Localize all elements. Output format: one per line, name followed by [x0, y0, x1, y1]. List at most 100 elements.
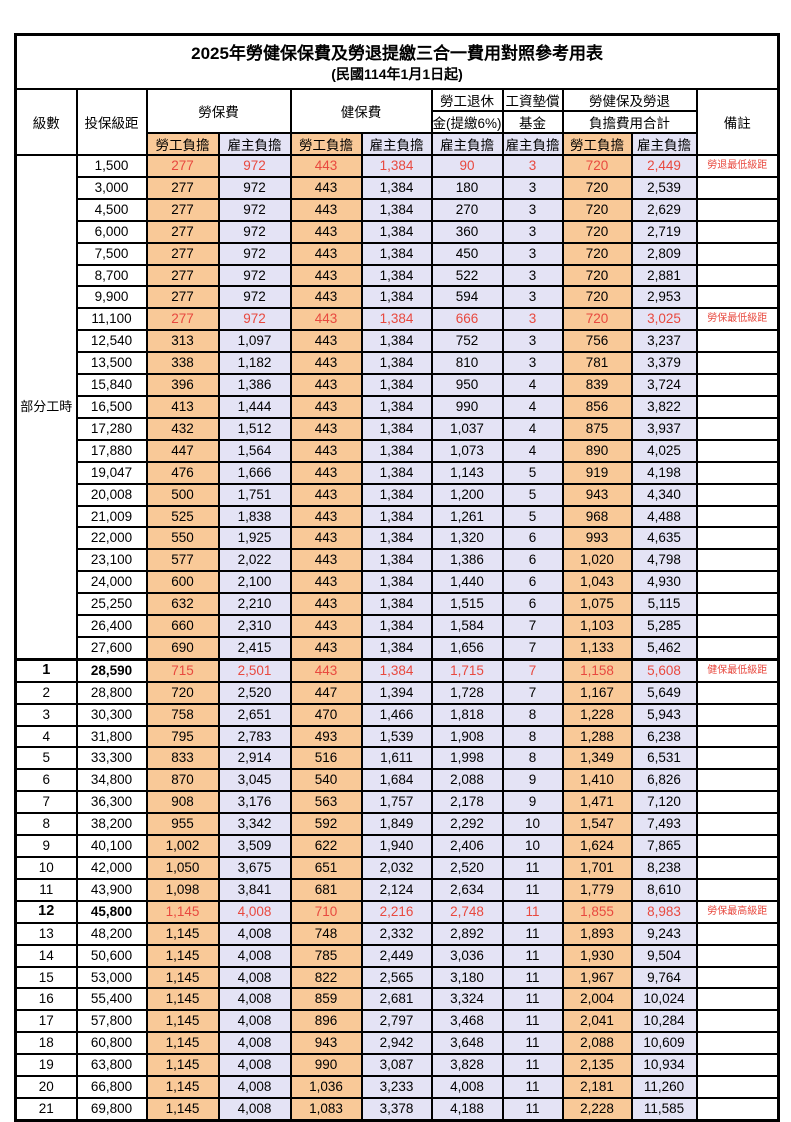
level-cell: 18	[14, 1031, 78, 1056]
table-row: 6 34,800 870 3,045 540 1,684 2,088 9 1,410 6,826	[14, 768, 780, 793]
value-cell: 3	[501, 219, 564, 244]
value-cell: 1,145	[145, 1009, 220, 1034]
col-header-pension-line1: 勞工退休	[430, 88, 504, 112]
note-cell	[695, 570, 780, 595]
value-cell: 443	[289, 482, 363, 507]
value-cell: 660	[145, 614, 220, 638]
value-cell: 5	[501, 460, 564, 485]
bracket-cell: 17,280	[75, 416, 148, 441]
value-cell: 972	[217, 307, 292, 332]
note-cell	[695, 394, 780, 419]
note-cell	[695, 504, 780, 529]
note-cell	[695, 724, 780, 749]
note-cell	[695, 416, 780, 441]
table-row: 5 33,300 833 2,914 516 1,611 1,998 8 1,349 6,531	[14, 746, 780, 771]
value-cell: 1,043	[561, 570, 633, 595]
value-cell: 1,849	[360, 812, 433, 837]
value-cell: 4,930	[630, 570, 698, 595]
value-cell: 3,822	[630, 394, 698, 419]
table-row: 22,000 550 1,925 443 1,384 1,320 6 993 4,635	[16, 526, 780, 551]
table-row: 21,009 525 1,838 443 1,384 1,261 5 968 4,488	[16, 504, 780, 529]
table-row: 11,100 277 972 443 1,384 666 3 720 3,025 勞保最低級距	[16, 307, 780, 332]
value-cell: 592	[289, 812, 363, 837]
value-cell: 443	[289, 154, 363, 178]
col-header-pension-line2: 金(提繳6%)	[430, 110, 504, 134]
bracket-cell: 28,800	[75, 680, 148, 705]
table-row: 17,880 447 1,564 443 1,384 1,073 4 890 4,025	[16, 438, 780, 463]
value-cell: 4,198	[630, 460, 698, 485]
value-cell: 2,914	[217, 746, 292, 771]
value-cell: 3	[501, 263, 564, 288]
value-cell: 1,512	[217, 416, 292, 441]
value-cell: 5	[501, 482, 564, 507]
value-cell: 443	[289, 438, 363, 463]
value-cell: 4,488	[630, 504, 698, 529]
value-cell: 8	[501, 702, 564, 727]
value-cell: 447	[145, 438, 220, 463]
bracket-cell: 69,800	[75, 1096, 148, 1122]
value-cell: 2,100	[217, 570, 292, 595]
col-header-bracket: 投保級距	[75, 88, 148, 156]
note-cell	[695, 175, 780, 200]
value-cell: 4,008	[217, 921, 292, 946]
value-cell: 270	[430, 197, 504, 222]
col-header-labor-insurance: 勞保費	[145, 88, 292, 134]
note-cell	[695, 614, 780, 638]
value-cell: 443	[289, 285, 363, 310]
note-cell	[695, 438, 780, 463]
value-cell: 11	[501, 921, 564, 946]
level-cell: 19	[14, 1053, 78, 1078]
table-row: 7,500 277 972 443 1,384 450 3 720 2,809	[16, 241, 780, 266]
value-cell: 1,471	[561, 790, 633, 815]
value-cell: 11	[501, 965, 564, 990]
value-cell: 810	[430, 351, 504, 376]
value-cell: 720	[561, 154, 633, 178]
value-cell: 1,728	[430, 680, 504, 705]
table-row: 16,500 413 1,444 443 1,384 990 4 856 3,822	[16, 394, 780, 419]
value-cell: 3,025	[630, 307, 698, 332]
value-cell: 2,004	[561, 987, 633, 1012]
subheader-pension-employer: 雇主負擔	[430, 132, 504, 156]
value-cell: 1,940	[360, 834, 433, 858]
level-cell: 21	[14, 1096, 78, 1122]
value-cell: 1,656	[430, 635, 504, 661]
value-cell: 8,238	[630, 856, 698, 880]
level-cell: 1	[14, 657, 78, 683]
value-cell: 3,036	[430, 943, 504, 968]
value-cell: 875	[561, 416, 633, 441]
subheader-total-employee: 勞工負擔	[561, 132, 633, 156]
value-cell: 1,182	[217, 351, 292, 376]
value-cell: 710	[289, 899, 363, 924]
value-cell: 1,103	[561, 614, 633, 638]
value-cell: 5,285	[630, 614, 698, 638]
value-cell: 1,200	[430, 482, 504, 507]
value-cell: 1,384	[360, 197, 433, 222]
value-cell: 715	[145, 657, 220, 683]
table-row: 15 53,000 1,145 4,008 822 2,565 3,180 11 1,967 9,…	[14, 965, 780, 990]
value-cell: 833	[145, 746, 220, 771]
bracket-cell: 34,800	[75, 768, 148, 793]
value-cell: 5	[501, 504, 564, 529]
level-cell: 4	[14, 724, 78, 749]
bracket-cell: 63,800	[75, 1053, 148, 1078]
bracket-cell: 55,400	[75, 987, 148, 1012]
value-cell: 3	[501, 175, 564, 200]
note-cell	[695, 965, 780, 990]
value-cell: 2,449	[630, 154, 698, 178]
level-cell: 20	[14, 1075, 78, 1099]
bracket-cell: 50,600	[75, 943, 148, 968]
value-cell: 594	[430, 285, 504, 310]
value-cell: 2,124	[360, 877, 433, 902]
note-cell	[695, 482, 780, 507]
value-cell: 856	[561, 394, 633, 419]
note-cell	[695, 877, 780, 902]
value-cell: 1,930	[561, 943, 633, 968]
note-cell	[695, 285, 780, 310]
value-cell: 950	[430, 373, 504, 397]
subheader-wage-fund-employer: 雇主負擔	[501, 132, 564, 156]
value-cell: 1,384	[360, 241, 433, 266]
value-cell: 972	[217, 285, 292, 310]
value-cell: 180	[430, 175, 504, 200]
value-cell: 1,037	[430, 416, 504, 441]
table-row: 6,000 277 972 443 1,384 360 3 720 2,719	[16, 219, 780, 244]
